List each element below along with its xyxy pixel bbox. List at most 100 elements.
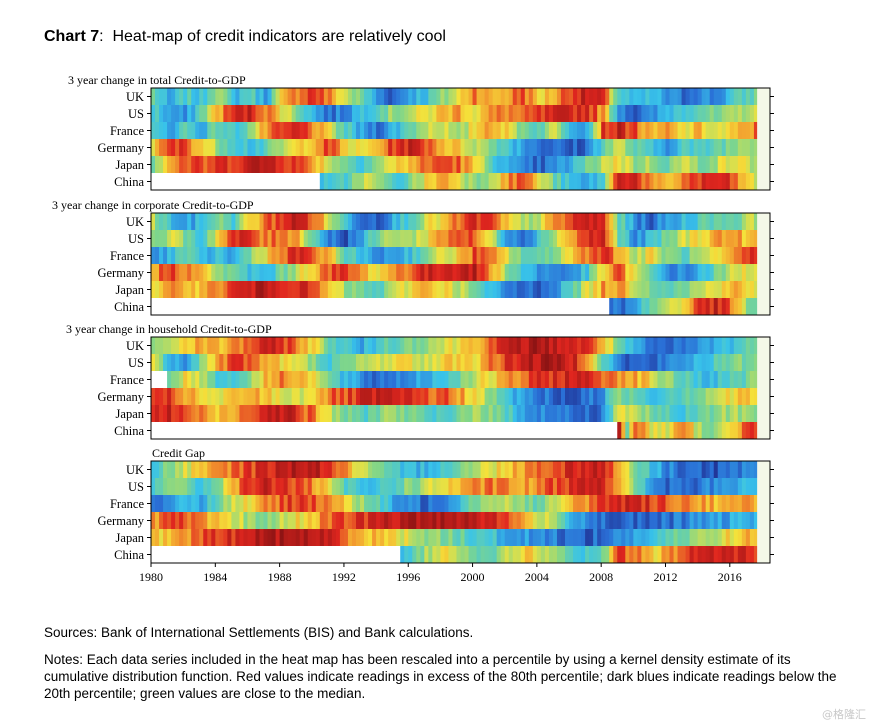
heat-cell	[187, 156, 192, 173]
heat-cell	[713, 264, 719, 281]
heat-cell	[163, 512, 168, 529]
heat-cell	[524, 495, 530, 512]
heat-cell	[520, 213, 526, 230]
heat-cell	[392, 337, 397, 354]
heat-cell	[705, 156, 711, 173]
heat-cell	[617, 337, 622, 354]
heat-cell	[625, 354, 630, 371]
heat-cell	[412, 337, 417, 354]
heat-cell	[476, 546, 482, 563]
heat-cell	[215, 337, 220, 354]
heat-cell	[255, 139, 261, 156]
heat-cell	[593, 264, 598, 281]
heat-cell	[536, 173, 542, 190]
heat-cell	[532, 173, 538, 190]
heat-cell	[360, 122, 365, 139]
heat-cell	[552, 139, 558, 156]
heat-cell	[263, 478, 269, 495]
heat-cell	[259, 512, 265, 529]
heat-cell	[347, 105, 353, 122]
heat-cell	[327, 139, 333, 156]
heat-cell	[540, 354, 546, 371]
heat-cell	[440, 105, 446, 122]
heat-cell	[464, 371, 470, 388]
heat-cell	[665, 264, 671, 281]
heat-cell	[689, 230, 695, 247]
heat-cell	[307, 371, 313, 388]
heat-cell	[207, 478, 212, 495]
heat-cell	[396, 354, 401, 371]
heat-cell	[737, 422, 743, 439]
heat-cell	[552, 388, 558, 405]
heat-cell	[717, 122, 723, 139]
heat-cell	[215, 371, 220, 388]
heat-cell	[677, 337, 683, 354]
heat-cell	[271, 371, 277, 388]
heat-cell	[151, 88, 156, 105]
heat-cell	[464, 495, 470, 512]
heat-cell	[745, 139, 751, 156]
heat-cell	[400, 529, 405, 546]
heat-cell	[175, 495, 180, 512]
heat-cell	[295, 495, 301, 512]
heat-cell	[737, 461, 743, 478]
heat-cell	[187, 529, 192, 546]
heat-cell	[331, 354, 337, 371]
heat-cell	[597, 388, 602, 405]
heat-cell	[713, 88, 719, 105]
heat-cell	[327, 388, 333, 405]
heat-cell	[187, 461, 192, 478]
heat-cell	[163, 213, 168, 230]
heat-cell	[673, 88, 679, 105]
heat-cell	[516, 122, 522, 139]
heat-cell	[263, 495, 269, 512]
heat-cell	[685, 139, 691, 156]
heat-cell	[581, 122, 586, 139]
heat-cell	[360, 512, 365, 529]
heat-cell	[484, 105, 490, 122]
heat-cell	[231, 281, 237, 298]
heat-cell	[741, 122, 747, 139]
heat-cell	[464, 139, 470, 156]
heat-cell	[488, 512, 494, 529]
heat-cell	[404, 512, 409, 529]
heat-cell	[207, 529, 212, 546]
heat-cell	[484, 354, 490, 371]
heat-cell	[597, 122, 602, 139]
heatmap-chart: 3 year change in total Credit-to-GDPUKUS…	[52, 73, 774, 584]
heat-cell	[609, 354, 614, 371]
heat-cell	[372, 529, 377, 546]
heat-cell	[428, 337, 433, 354]
heat-cell	[665, 230, 671, 247]
heat-cell	[384, 213, 389, 230]
heat-cell	[331, 230, 337, 247]
heat-cell	[745, 405, 751, 422]
heat-cell	[151, 478, 156, 495]
heat-cell	[701, 264, 707, 281]
heat-cell	[327, 173, 333, 190]
heat-cell	[677, 105, 683, 122]
heat-cell	[239, 105, 245, 122]
heat-cell	[347, 139, 353, 156]
heat-cell	[512, 371, 518, 388]
heat-cell	[645, 88, 651, 105]
heat-cell	[673, 371, 679, 388]
heat-cell	[396, 173, 401, 190]
heat-cell	[199, 461, 204, 478]
heat-cell	[343, 354, 349, 371]
heat-cell	[464, 461, 470, 478]
heat-cell	[512, 546, 518, 563]
heat-cell	[496, 512, 502, 529]
heat-cell	[536, 139, 542, 156]
heat-cell	[641, 264, 646, 281]
heat-cell	[516, 213, 522, 230]
heat-cell	[235, 264, 241, 281]
heat-cell	[448, 495, 454, 512]
heat-cell	[243, 495, 249, 512]
heat-cell	[384, 461, 389, 478]
heat-cell	[432, 230, 437, 247]
heat-cell	[155, 105, 160, 122]
heat-cell	[657, 478, 663, 495]
heat-cell	[552, 495, 558, 512]
heat-cell	[581, 281, 586, 298]
